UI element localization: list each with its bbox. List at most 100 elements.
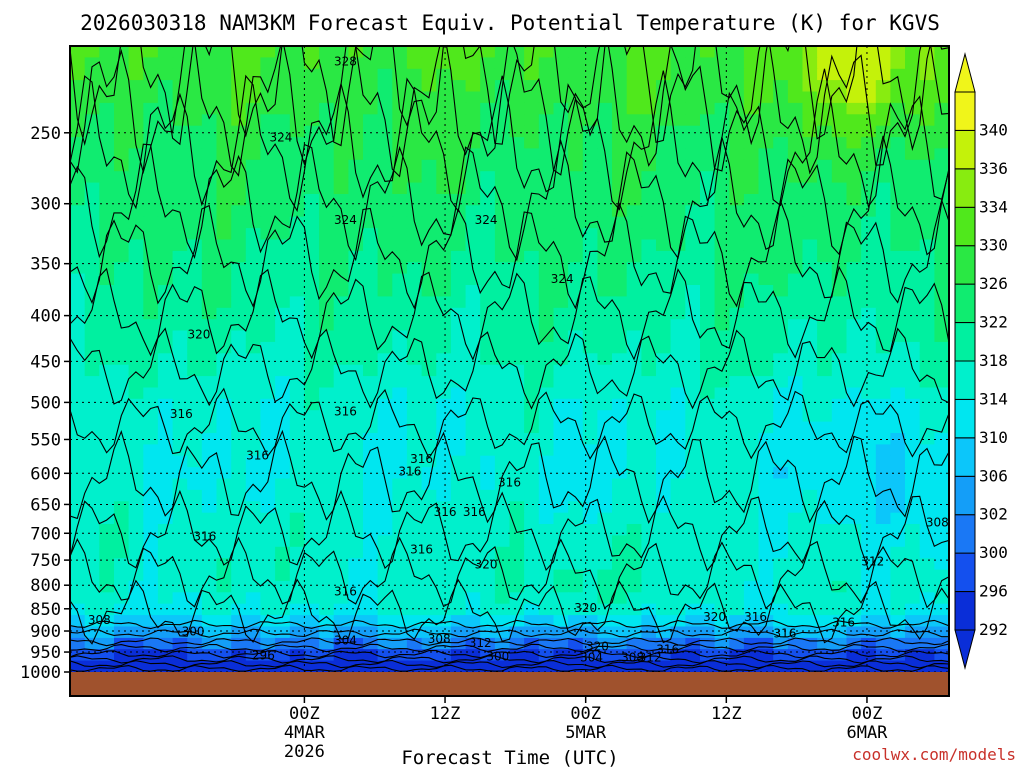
field-cell (289, 125, 306, 138)
field-cell (817, 91, 833, 104)
y-tick-label: 550 (30, 430, 61, 450)
contour-value-label: 296 (252, 648, 275, 662)
field-cell (114, 433, 130, 446)
field-cell (612, 660, 628, 673)
field-cell (172, 216, 188, 229)
field-cell (846, 102, 862, 116)
field-cell (231, 307, 247, 320)
field-cell (363, 285, 379, 298)
field-cell (450, 307, 467, 320)
field-cell (392, 478, 408, 491)
field-cell (729, 444, 745, 457)
field-cell (773, 478, 789, 491)
field-cell (333, 524, 350, 537)
field-cell (758, 296, 774, 309)
field-cell (348, 307, 364, 320)
field-cell (846, 364, 862, 377)
field-cell (201, 364, 218, 377)
contour-value-label: 304 (580, 651, 603, 665)
field-cell (201, 137, 218, 150)
field-cell (377, 637, 394, 651)
field-cell (480, 444, 496, 457)
field-cell (260, 580, 276, 594)
field-cell (612, 46, 628, 59)
field-cell (289, 57, 306, 70)
field-cell (128, 296, 145, 309)
field-cell (289, 307, 306, 320)
field-cell (260, 376, 276, 389)
field-cell (187, 501, 203, 514)
field-cell (714, 603, 730, 616)
field-cell (773, 239, 789, 252)
field-cell (245, 512, 262, 525)
field-cell (70, 455, 86, 468)
field-cell (114, 330, 130, 343)
field-cell (319, 569, 335, 582)
field-cell (450, 535, 467, 548)
field-cell (363, 194, 379, 207)
field-cell (70, 376, 86, 389)
field-cell (641, 91, 657, 104)
field-cell (538, 421, 555, 434)
field-cell (538, 444, 555, 457)
field-cell (231, 387, 247, 400)
field-cell (582, 319, 599, 332)
field-cell (260, 102, 276, 116)
field-cell (172, 125, 188, 138)
field-cell (641, 558, 657, 571)
field-cell (245, 603, 262, 616)
field-cell (377, 524, 394, 537)
field-cell (597, 307, 613, 320)
field-cell (568, 512, 584, 525)
field-cell (216, 80, 232, 93)
field-cell (260, 615, 276, 628)
field-cell (685, 478, 701, 491)
field-cell (319, 387, 335, 400)
field-cell (216, 455, 232, 468)
field-cell (157, 444, 174, 457)
field-cell (436, 467, 452, 480)
field-cell (70, 285, 86, 298)
field-cell (861, 250, 877, 264)
contour-line (70, 536, 949, 610)
field-cell (656, 57, 672, 70)
field-cell (612, 535, 628, 548)
field-cell (377, 615, 394, 628)
field-cell (245, 535, 262, 548)
field-cell (773, 364, 789, 377)
field-cell (890, 137, 906, 150)
field-cell (817, 524, 833, 537)
field-cell (143, 433, 159, 446)
field-cell (319, 137, 335, 150)
field-cell (538, 455, 555, 468)
field-cell (377, 228, 394, 241)
field-cell (641, 626, 657, 639)
field-cell (201, 80, 218, 93)
field-cell (905, 91, 921, 104)
field-cell (700, 250, 716, 264)
field-cell (861, 512, 877, 525)
field-cell (773, 102, 789, 116)
field-cell (934, 478, 949, 491)
field-cell (524, 273, 540, 286)
field-cell (802, 91, 818, 104)
field-cell (846, 137, 862, 150)
field-cell (934, 171, 949, 184)
field-cell (890, 626, 906, 639)
field-cell (304, 216, 320, 229)
field-cell (787, 228, 804, 241)
field-cell (890, 319, 906, 332)
field-cell (377, 569, 394, 582)
field-cell (597, 57, 613, 70)
field-cell (465, 102, 481, 116)
field-cell (714, 433, 730, 446)
field-cell (201, 239, 218, 252)
field-cell (817, 535, 833, 548)
field-cell (70, 250, 86, 264)
contour-value-label: 316 (193, 530, 216, 544)
field-cell (670, 114, 686, 127)
field-cell (700, 353, 716, 366)
field-cell (114, 478, 130, 491)
field-cell (114, 364, 130, 377)
field-cell (363, 535, 379, 548)
